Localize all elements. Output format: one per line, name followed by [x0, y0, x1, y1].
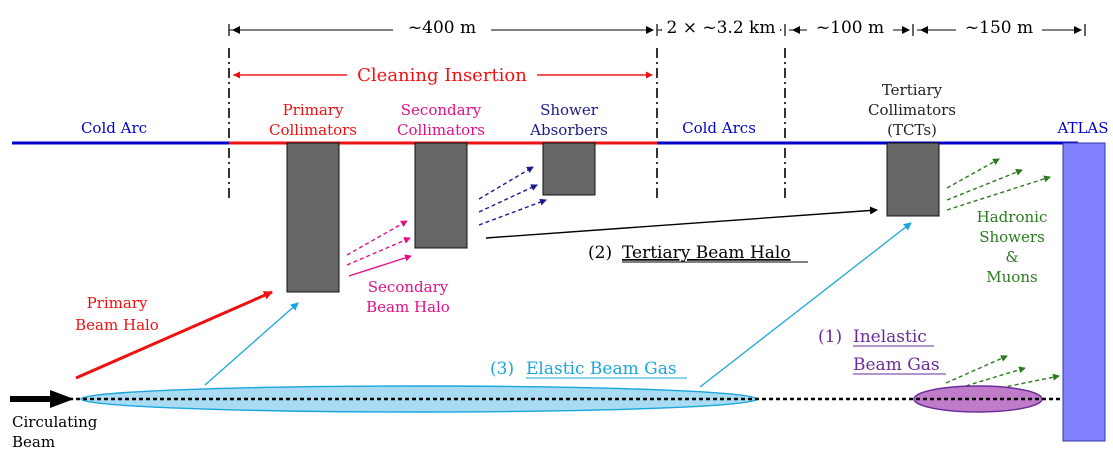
- primary-collimators-label: Primary Collimators: [269, 101, 357, 139]
- inelastic-gas-number: (1): [818, 327, 842, 347]
- dimension-label-150m: ~150 m: [965, 18, 1033, 38]
- absorber-arrows: [478, 166, 547, 226]
- shower-arrows-top: [946, 158, 1051, 211]
- hadronic-showers-label: Hadronic Showers & Muons: [977, 208, 1048, 286]
- secondary-halo-arrows: [346, 220, 411, 266]
- inelastic-gas-label-2: Beam Gas: [853, 355, 940, 375]
- inelastic-gas-label-1: Inelastic: [853, 327, 927, 347]
- svg-text:Collimators: Collimators: [397, 121, 485, 139]
- svg-text:Circulating: Circulating: [12, 413, 98, 431]
- dimension-row: ~400 m 2 × ~3.2 km ~100 m ~150 m: [228, 18, 1086, 38]
- secondary-halo-label: Secondary Beam Halo: [366, 278, 450, 316]
- svg-text:Muons: Muons: [986, 268, 1037, 286]
- elastic-gas-number: (3): [490, 359, 514, 379]
- circulating-beam-label: Circulating Beam: [12, 413, 98, 450]
- tertiary-collimator-block: [886, 142, 940, 217]
- atlas-detector: [1062, 142, 1106, 442]
- svg-text:Secondary: Secondary: [401, 101, 482, 119]
- svg-text:Shower: Shower: [540, 101, 599, 119]
- svg-text:Beam Halo: Beam Halo: [75, 316, 159, 334]
- svg-text:(TCTs): (TCTs): [887, 121, 937, 139]
- section-separators: [228, 48, 786, 200]
- svg-text:Hadronic: Hadronic: [977, 208, 1048, 226]
- shower-absorber-block: [542, 142, 596, 196]
- tertiary-collimators-label: Tertiary Collimators (TCTs): [868, 81, 956, 139]
- tertiary-halo-label: Tertiary Beam Halo: [622, 243, 791, 263]
- cleaning-insertion-label: Cleaning Insertion: [357, 65, 527, 86]
- svg-text:Primary: Primary: [283, 101, 344, 119]
- svg-text:Absorbers: Absorbers: [529, 121, 608, 139]
- primary-halo-arrow: [75, 290, 273, 380]
- svg-text:&: &: [1005, 248, 1018, 266]
- dimension-label-100m: ~100 m: [816, 18, 884, 38]
- tertiary-halo-number: (2): [588, 243, 612, 263]
- svg-text:Secondary: Secondary: [368, 278, 449, 296]
- cold-arcs-label: Cold Arcs: [682, 119, 756, 137]
- svg-text:Collimators: Collimators: [868, 101, 956, 119]
- secondary-collimators-label: Secondary Collimators: [397, 101, 485, 139]
- secondary-halo-arrow: [348, 254, 412, 277]
- dimension-label-400m: ~400 m: [408, 18, 476, 38]
- atlas-label: ATLAS: [1056, 119, 1108, 137]
- svg-text:Collimators: Collimators: [269, 121, 357, 139]
- elastic-gas-arrow-right: [699, 222, 912, 388]
- dimension-label-3.2km: 2 × ~3.2 km: [667, 18, 776, 38]
- svg-text:Showers: Showers: [979, 228, 1045, 246]
- secondary-collimator-block: [414, 142, 468, 249]
- beam-direction-arrow: [50, 390, 74, 408]
- svg-text:Primary: Primary: [87, 294, 148, 312]
- svg-text:Tertiary: Tertiary: [882, 81, 943, 99]
- svg-text:Beam: Beam: [12, 433, 55, 450]
- shower-absorbers-label: Shower Absorbers: [529, 101, 608, 139]
- cleaning-insertion: Cleaning Insertion: [233, 63, 653, 87]
- tertiary-halo-arrow: [485, 206, 878, 239]
- elastic-gas-arrow-left: [204, 302, 299, 386]
- elastic-gas-label: Elastic Beam Gas: [526, 359, 677, 379]
- primary-halo-label: Primary Beam Halo: [75, 294, 159, 334]
- cold-arc-label: Cold Arc: [81, 119, 147, 137]
- svg-text:Beam Halo: Beam Halo: [366, 298, 450, 316]
- primary-collimator-block: [286, 142, 340, 293]
